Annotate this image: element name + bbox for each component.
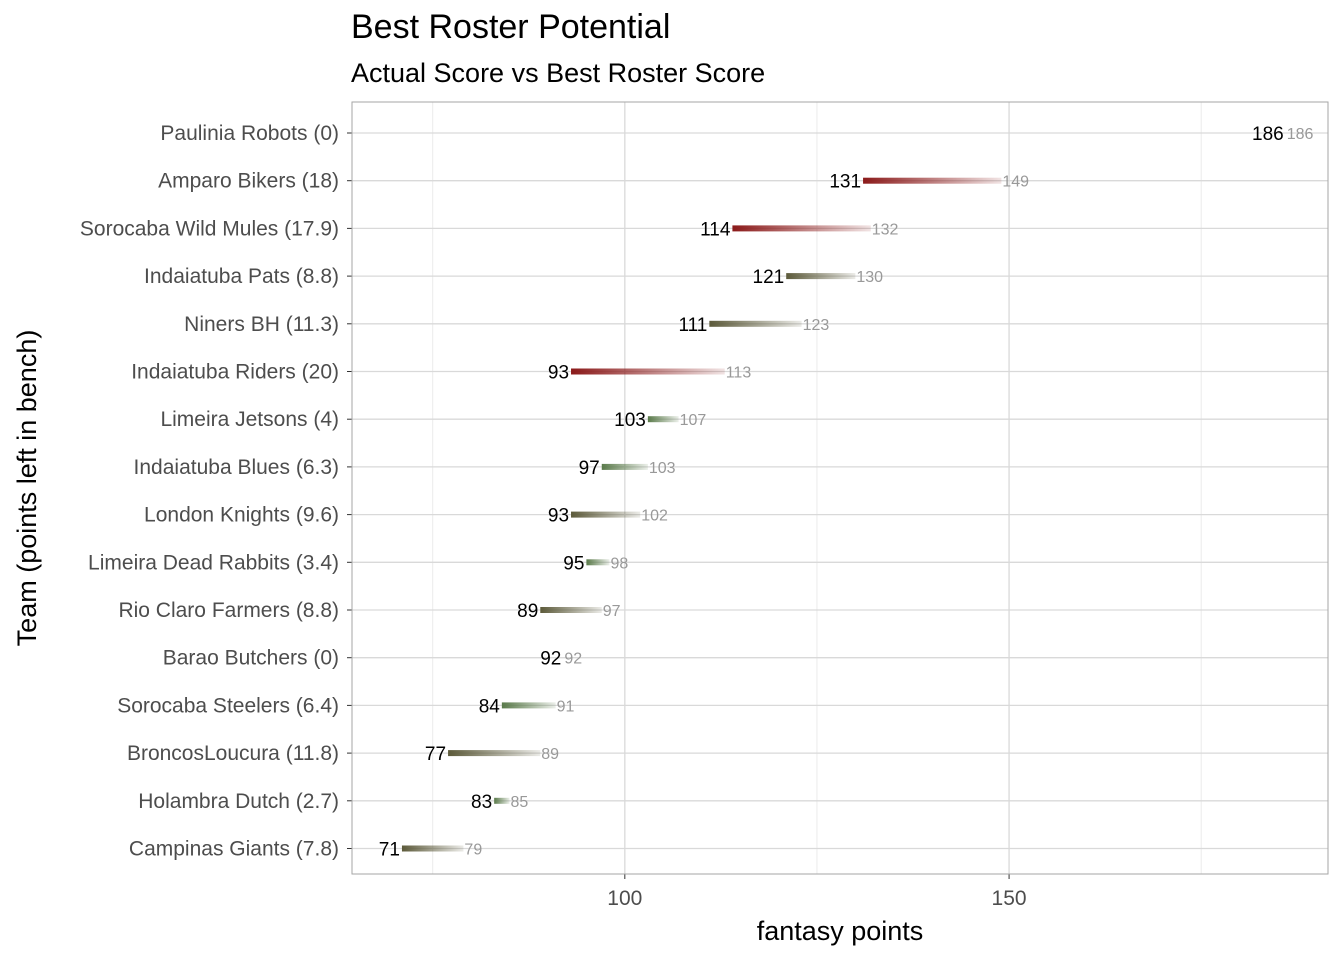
score-gap-bar xyxy=(540,607,602,613)
actual-score-label: 89 xyxy=(517,601,538,622)
actual-score-label: 114 xyxy=(700,219,731,240)
best-score-label: 79 xyxy=(464,842,482,859)
best-score-label: 98 xyxy=(610,555,628,572)
best-score-label: 102 xyxy=(641,508,668,525)
actual-score-label: 95 xyxy=(563,553,584,574)
actual-score-label: 97 xyxy=(579,458,600,479)
y-tick-label: Amparo Bikers (18) xyxy=(158,170,339,193)
x-axis-title: fantasy points xyxy=(757,916,924,946)
score-gap-bar xyxy=(732,225,871,232)
chart-title: Best Roster Potential xyxy=(351,8,671,46)
best-score-label: 132 xyxy=(872,221,899,238)
y-tick-label: Indaiatuba Blues (6.3) xyxy=(134,456,339,479)
score-gap-bar xyxy=(586,559,610,566)
actual-score-label: 121 xyxy=(753,267,785,288)
actual-score-label: 93 xyxy=(548,506,569,527)
best-score-label: 149 xyxy=(1002,174,1029,191)
dumbbell-bars xyxy=(401,177,1002,852)
actual-score-label: 131 xyxy=(829,172,861,193)
actual-score-label: 111 xyxy=(678,315,707,336)
score-gap-bar xyxy=(448,750,541,757)
best-score-label: 103 xyxy=(649,460,676,477)
y-tick-label: Limeira Dead Rabbits (3.4) xyxy=(88,551,339,574)
y-tick-label: Rio Claro Farmers (8.8) xyxy=(118,599,339,622)
score-gap-bar xyxy=(601,463,648,470)
score-gap-bar xyxy=(401,845,464,852)
best-score-label: 113 xyxy=(726,365,752,382)
y-tick-label: Sorocaba Wild Mules (17.9) xyxy=(80,217,339,240)
score-gap-bar xyxy=(494,797,510,804)
best-score-label: 91 xyxy=(557,698,575,715)
score-gap-bar xyxy=(647,416,679,423)
plot-panel xyxy=(352,102,1328,874)
actual-score-label: 71 xyxy=(379,840,400,861)
actual-score-label: 92 xyxy=(540,649,561,670)
best-score-label: 107 xyxy=(680,412,707,429)
x-axis-tick-labels: 100 150 xyxy=(607,874,1027,910)
best-score-label: 97 xyxy=(603,603,621,620)
y-tick-label: Sorocaba Steelers (6.4) xyxy=(117,694,339,717)
x-tick-label: 150 xyxy=(992,887,1027,910)
actual-score-label: 83 xyxy=(471,792,492,813)
y-axis-tick-labels: Paulinia Robots (0) Amparo Bikers (18) Sor… xyxy=(80,122,352,861)
y-tick-label: Campinas Giants (7.8) xyxy=(129,838,339,861)
chart-subtitle: Actual Score vs Best Roster Score xyxy=(351,58,766,88)
y-tick-label: Holambra Dutch (2.7) xyxy=(138,790,339,813)
best-score-label: 130 xyxy=(856,269,883,286)
best-score-label: 92 xyxy=(564,651,582,668)
y-tick-label: Niners BH (11.3) xyxy=(184,313,339,336)
plot-panel-border xyxy=(351,101,1329,875)
actual-score-label: 77 xyxy=(425,744,446,765)
best-score-label: 186 xyxy=(1287,126,1314,143)
best-score-label: 123 xyxy=(803,317,830,334)
score-gap-bar xyxy=(571,368,725,375)
y-axis-title: Team (points left in bench) xyxy=(12,330,42,647)
actual-score-label: 103 xyxy=(614,410,646,431)
actual-score-label: 93 xyxy=(548,363,569,384)
score-gap-bar xyxy=(709,320,802,327)
actual-score-label: 186 xyxy=(1252,124,1284,145)
y-tick-label: Indaiatuba Pats (8.8) xyxy=(144,265,339,288)
score-gap-bar xyxy=(571,511,641,518)
y-tick-label: Barao Butchers (0) xyxy=(163,647,339,670)
score-gap-bar xyxy=(863,177,1002,184)
actual-score-label: 84 xyxy=(479,696,501,717)
y-tick-label: Indaiatuba Riders (20) xyxy=(131,361,339,384)
y-tick-label: Limeira Jetsons (4) xyxy=(160,408,339,431)
best-score-label: 89 xyxy=(541,746,559,763)
value-labels: 186 186 131 149 114 132 121 130 111 123 93 113 103 10… xyxy=(379,124,1314,861)
score-gap-bar xyxy=(501,702,556,709)
score-gap-bar xyxy=(786,273,856,280)
y-tick-label: London Knights (9.6) xyxy=(144,504,339,527)
x-tick-label: 100 xyxy=(607,887,642,910)
best-score-label: 85 xyxy=(511,794,529,811)
y-tick-label: Paulinia Robots (0) xyxy=(160,122,339,145)
y-tick-label: BroncosLoucura (11.8) xyxy=(127,742,339,765)
